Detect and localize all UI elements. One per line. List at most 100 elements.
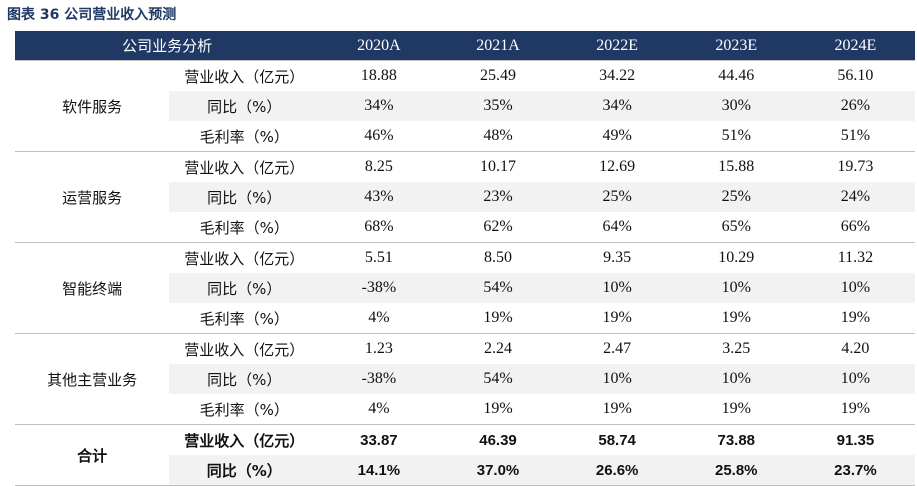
value-cell: 4% <box>368 309 390 326</box>
value-cell: 25.8% <box>676 455 796 486</box>
metric-label: 毛利率（%） <box>199 218 289 237</box>
header-row: 公司业务分析 2020A 2021A 2022E 2023E 2024E <box>15 31 915 61</box>
segment-label: 其他主营业务 <box>15 333 170 425</box>
table-row: 毛利率（%） 68% 62% 64% 65% 66% <box>15 212 915 243</box>
value-cell: 10% <box>557 273 677 303</box>
value-cell: 34% <box>557 91 677 121</box>
value-cell: 34% <box>319 91 439 121</box>
metric-label: 毛利率（%） <box>199 309 289 328</box>
value-cell: 33.87 <box>319 424 439 455</box>
revenue-forecast-table: 公司业务分析 2020A 2021A 2022E 2023E 2024E 软件服… <box>15 31 915 486</box>
value-cell: 1.23 <box>319 333 439 364</box>
value-cell: 30% <box>676 91 796 121</box>
value-cell: 25% <box>676 182 796 212</box>
header-year: 2024E <box>795 31 915 61</box>
value-cell: 24% <box>795 182 915 212</box>
table-row: 毛利率（%） 46% 48% 49% 51% 51% <box>15 121 915 152</box>
value-cell: 10.17 <box>438 151 558 182</box>
value-cell: 19% <box>483 309 513 326</box>
value-cell: 8.50 <box>438 242 558 273</box>
value-cell: 64% <box>602 218 632 235</box>
metric-label: 营业收入（亿元） <box>169 333 320 364</box>
value-cell: 62% <box>483 218 513 235</box>
metric-label: 营业收入（亿元） <box>169 424 320 455</box>
value-cell: 4% <box>368 400 390 417</box>
segment-label: 合计 <box>15 424 170 486</box>
header-year: 2022E <box>557 31 677 61</box>
value-cell: 19% <box>602 400 632 417</box>
value-cell: 54% <box>438 364 558 394</box>
value-cell: 68% <box>364 218 394 235</box>
value-cell: 19% <box>840 309 871 326</box>
table-row: 同比（%） 43% 23% 25% 25% 24% <box>15 182 915 212</box>
value-cell: 19% <box>483 400 513 417</box>
header-business-analysis: 公司业务分析 <box>15 31 320 61</box>
value-cell: 48% <box>483 127 513 144</box>
table-row: 毛利率（%） 4% 19% 19% 19% 19% <box>15 394 915 425</box>
metric-label: 同比（%） <box>169 273 320 303</box>
value-cell: 9.35 <box>557 242 677 273</box>
value-cell: 12.69 <box>557 151 677 182</box>
value-cell: 4.20 <box>795 333 915 364</box>
metric-label: 同比（%） <box>169 455 320 486</box>
value-cell: 49% <box>602 127 632 144</box>
metric-label: 同比（%） <box>169 91 320 121</box>
value-cell: 2.24 <box>438 333 558 364</box>
metric-label: 毛利率（%） <box>199 127 289 146</box>
table-row: 同比（%） -38% 54% 10% 10% 10% <box>15 364 915 394</box>
value-cell: 11.32 <box>795 242 915 273</box>
value-cell: 18.88 <box>319 60 439 91</box>
value-cell: 5.51 <box>319 242 439 273</box>
value-cell: 23% <box>438 182 558 212</box>
value-cell: 58.74 <box>557 424 677 455</box>
value-cell: 25.49 <box>438 60 558 91</box>
value-cell: 44.46 <box>676 60 796 91</box>
segment-label: 智能终端 <box>15 242 170 334</box>
value-cell: 10% <box>676 364 796 394</box>
table-row: 合计 营业收入（亿元） 33.87 46.39 58.74 73.88 91.35 <box>15 424 915 486</box>
value-cell: 65% <box>721 218 751 235</box>
value-cell: 91.35 <box>795 424 915 455</box>
table-row: 同比（%） 34% 35% 34% 30% 26% <box>15 91 915 121</box>
value-cell: 35% <box>438 91 558 121</box>
value-cell: 73.88 <box>676 424 796 455</box>
value-cell: 3.25 <box>676 333 796 364</box>
table-row: 同比（%） -38% 54% 10% 10% 10% <box>15 273 915 303</box>
segment-label: 运营服务 <box>15 151 170 243</box>
value-cell: 19.73 <box>795 151 915 182</box>
value-cell: 19% <box>721 400 751 417</box>
value-cell: -38% <box>319 364 439 394</box>
metric-label: 营业收入（亿元） <box>169 151 320 182</box>
table-row: 运营服务 营业收入（亿元） 8.25 10.17 12.69 15.88 19.73 <box>15 151 915 243</box>
value-cell: 66% <box>840 218 871 235</box>
value-cell: 34.22 <box>557 60 677 91</box>
metric-label: 营业收入（亿元） <box>169 242 320 273</box>
value-cell: 56.10 <box>795 60 915 91</box>
table-row: 其他主营业务 营业收入（亿元） 1.23 2.24 2.47 3.25 4.20 <box>15 333 915 425</box>
value-cell: 19% <box>840 400 871 417</box>
value-cell: 19% <box>602 309 632 326</box>
value-cell: 54% <box>438 273 558 303</box>
value-cell: 43% <box>319 182 439 212</box>
value-cell: 10% <box>795 364 915 394</box>
metric-label: 同比（%） <box>169 182 320 212</box>
value-cell: 46% <box>364 127 394 144</box>
figure-caption: 图表 36 公司营业收入预测 <box>7 7 177 23</box>
value-cell: 10% <box>557 364 677 394</box>
value-cell: -38% <box>319 273 439 303</box>
metric-label: 毛利率（%） <box>199 400 289 419</box>
value-cell: 10% <box>676 273 796 303</box>
table-row: 毛利率（%） 4% 19% 19% 19% 19% <box>15 303 915 334</box>
value-cell: 14.1% <box>319 455 439 486</box>
value-cell: 51% <box>721 127 751 144</box>
value-cell: 26% <box>795 91 915 121</box>
value-cell: 23.7% <box>795 455 915 486</box>
header-year: 2021A <box>438 31 558 61</box>
header-year: 2020A <box>319 31 439 61</box>
table-row: 智能终端 营业收入（亿元） 5.51 8.50 9.35 10.29 11.32 <box>15 242 915 334</box>
value-cell: 15.88 <box>676 151 796 182</box>
value-cell: 8.25 <box>319 151 439 182</box>
metric-label: 同比（%） <box>169 364 320 394</box>
value-cell: 2.47 <box>557 333 677 364</box>
value-cell: 10.29 <box>676 242 796 273</box>
